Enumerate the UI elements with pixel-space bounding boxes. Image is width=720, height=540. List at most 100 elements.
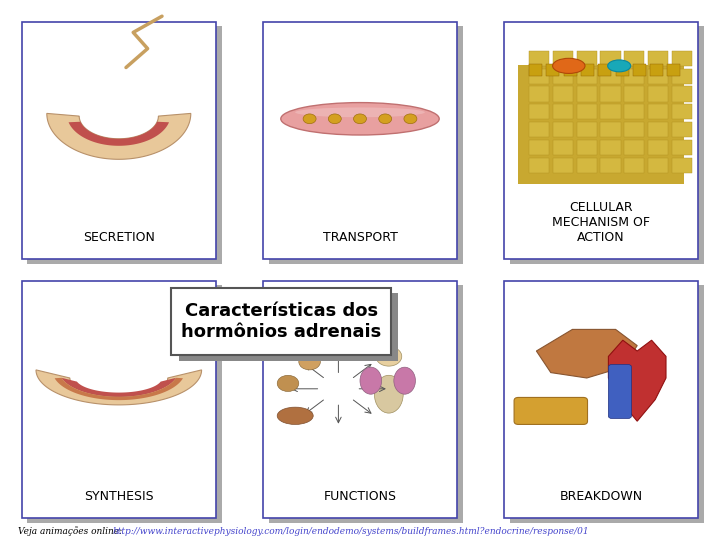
FancyBboxPatch shape (263, 281, 457, 518)
Bar (648, 158, 668, 173)
Bar (553, 104, 573, 119)
FancyBboxPatch shape (263, 22, 457, 259)
Bar (616, 64, 629, 76)
Bar (624, 51, 644, 66)
Text: Veja animações online:: Veja animações online: (18, 526, 125, 536)
Text: BREAKDOWN: BREAKDOWN (559, 490, 643, 503)
Bar (600, 122, 621, 137)
Text: SYNTHESIS: SYNTHESIS (84, 490, 153, 503)
Bar (577, 140, 597, 155)
Circle shape (379, 114, 392, 124)
Polygon shape (608, 340, 666, 421)
Bar (577, 69, 597, 84)
Bar (600, 86, 621, 102)
Bar (577, 158, 597, 173)
Circle shape (404, 114, 417, 124)
Polygon shape (47, 113, 191, 159)
Bar (648, 51, 668, 66)
Circle shape (328, 114, 341, 124)
Bar (650, 64, 663, 76)
FancyBboxPatch shape (22, 22, 216, 259)
Bar (553, 140, 573, 155)
Bar (600, 51, 621, 66)
Bar (624, 104, 644, 119)
Ellipse shape (552, 58, 585, 73)
Bar (529, 51, 549, 66)
Polygon shape (536, 329, 637, 378)
Bar (624, 69, 644, 84)
Circle shape (299, 354, 320, 370)
FancyBboxPatch shape (518, 65, 684, 184)
Text: CELLULAR
MECHANISM OF
ACTION: CELLULAR MECHANISM OF ACTION (552, 201, 650, 244)
Bar (600, 104, 621, 119)
FancyBboxPatch shape (269, 26, 463, 264)
FancyBboxPatch shape (269, 285, 463, 523)
Bar (553, 86, 573, 102)
Bar (529, 140, 549, 155)
FancyBboxPatch shape (510, 285, 704, 523)
Text: http://www.interactivephysiology.com/login/endodemo/systems/buildframes.html?end: http://www.interactivephysiology.com/log… (112, 526, 589, 536)
Bar (672, 122, 692, 137)
Bar (648, 104, 668, 119)
Text: SECRETION: SECRETION (83, 231, 155, 244)
Bar (672, 104, 692, 119)
Bar (624, 158, 644, 173)
Ellipse shape (277, 407, 313, 424)
FancyBboxPatch shape (608, 364, 631, 418)
Bar (553, 122, 573, 137)
Bar (546, 64, 559, 76)
Bar (672, 86, 692, 102)
Ellipse shape (608, 60, 631, 72)
Ellipse shape (295, 107, 425, 117)
Bar (624, 140, 644, 155)
Bar (624, 122, 644, 137)
Polygon shape (62, 378, 176, 397)
Bar (577, 86, 597, 102)
Ellipse shape (374, 375, 403, 413)
Bar (577, 51, 597, 66)
Bar (648, 122, 668, 137)
Ellipse shape (394, 367, 415, 394)
Bar (577, 104, 597, 119)
Bar (529, 158, 549, 173)
Bar (672, 140, 692, 155)
Circle shape (277, 375, 299, 391)
Circle shape (376, 347, 402, 366)
Bar (672, 69, 692, 84)
Bar (633, 64, 646, 76)
FancyBboxPatch shape (27, 26, 222, 264)
Text: Características dos
hormônios adrenais: Características dos hormônios adrenais (181, 302, 382, 341)
FancyBboxPatch shape (171, 288, 391, 355)
Bar (529, 122, 549, 137)
Bar (553, 51, 573, 66)
Bar (564, 64, 577, 76)
FancyBboxPatch shape (504, 281, 698, 518)
Bar (648, 86, 668, 102)
Circle shape (354, 114, 366, 124)
Bar (667, 64, 680, 76)
Bar (577, 122, 597, 137)
Bar (672, 51, 692, 66)
FancyBboxPatch shape (510, 26, 704, 264)
Ellipse shape (360, 367, 382, 394)
Bar (529, 104, 549, 119)
Bar (553, 69, 573, 84)
Bar (529, 69, 549, 84)
Polygon shape (55, 378, 183, 400)
Bar (600, 69, 621, 84)
FancyBboxPatch shape (514, 397, 588, 424)
Bar (581, 64, 594, 76)
Bar (648, 69, 668, 84)
FancyBboxPatch shape (504, 22, 698, 259)
FancyBboxPatch shape (22, 281, 216, 518)
Bar (672, 158, 692, 173)
Bar (553, 158, 573, 173)
Text: TRANSPORT: TRANSPORT (323, 231, 397, 244)
Bar (598, 64, 611, 76)
Bar (600, 158, 621, 173)
Bar (529, 64, 542, 76)
Polygon shape (68, 122, 169, 146)
FancyBboxPatch shape (27, 285, 222, 523)
Ellipse shape (281, 103, 439, 135)
Polygon shape (36, 370, 202, 405)
